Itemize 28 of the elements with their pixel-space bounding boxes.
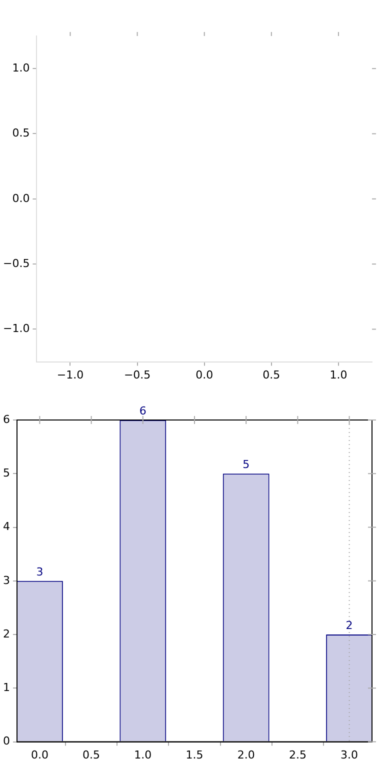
x-tick-label: 3.0	[340, 748, 358, 762]
data-label: 6	[139, 404, 146, 418]
y-tick-label: −0.5	[2, 256, 30, 270]
y-tick-label: 2	[3, 627, 10, 640]
x-tick-label: −1.0	[56, 368, 84, 382]
y-tick-label: 0.0	[12, 192, 30, 205]
y-tick-label: 6	[3, 412, 10, 426]
x-tick-label: 2.0	[237, 748, 255, 762]
y-tick-label: −1.0	[2, 322, 30, 336]
x-tick-label: 0.0	[196, 368, 214, 382]
y-tick-label: 1	[3, 681, 10, 694]
data-label: 2	[346, 618, 353, 632]
y-tick-label: 5	[3, 466, 10, 480]
x-tick-label: 0.5	[82, 748, 100, 762]
y-tick-label: 4	[3, 520, 10, 534]
x-tick-label: 1.5	[186, 748, 204, 762]
x-tick-label: 2.5	[288, 748, 306, 762]
y-tick-label: 1.0	[12, 61, 30, 74]
x-tick-label: 0.5	[262, 368, 280, 382]
y-tick-label: 0	[3, 734, 10, 748]
data-label: 3	[36, 565, 44, 578]
x-tick-label: −0.5	[124, 368, 151, 382]
y-tick-label: 3	[3, 574, 10, 587]
data-label: 5	[242, 458, 250, 471]
x-tick-label: 1.0	[330, 368, 348, 382]
y-tick-label: 0.5	[12, 126, 30, 140]
x-tick-label: 0.0	[30, 748, 48, 762]
x-tick-label: 1.0	[134, 748, 152, 762]
